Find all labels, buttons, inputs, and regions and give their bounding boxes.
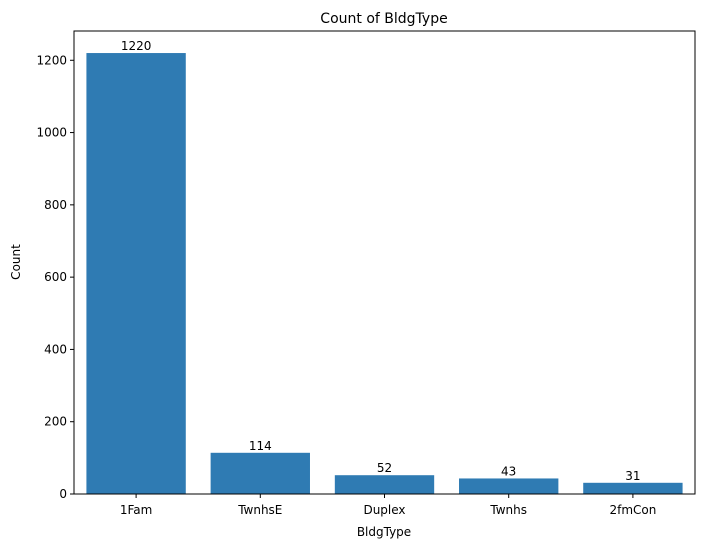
y-tick-label-400: 400 (44, 342, 67, 356)
y-axis: 0 200 400 600 800 1000 1200 (36, 53, 74, 501)
y-tick-label-800: 800 (44, 198, 67, 212)
x-tick-label-1fam: 1Fam (120, 503, 152, 517)
data-label-2fmcon: 31 (625, 469, 640, 483)
bar-1fam (86, 53, 186, 495)
plot-frame (73, 30, 696, 495)
bar-twnhs (459, 478, 559, 494)
x-tick-label-twnhs: Twnhs (489, 503, 527, 517)
y-tick-label-1000: 1000 (36, 126, 67, 140)
y-axis-label: Count (9, 244, 23, 280)
x-axis: 1Fam TwnhsE Duplex Twnhs 2fmCon (120, 494, 656, 517)
data-label-twnhse: 114 (249, 439, 272, 453)
x-tick-label-twnhse: TwnhsE (237, 503, 282, 517)
y-tick-label-0: 0 (59, 487, 67, 501)
data-label-duplex: 52 (377, 461, 392, 475)
data-label-twnhs: 43 (501, 464, 516, 478)
bars-layer: 1220 114 52 43 31 (86, 39, 683, 495)
bar-duplex (334, 475, 435, 494)
bar-2fmcon (583, 482, 683, 494)
x-tick-label-2fmcon: 2fmCon (609, 503, 656, 517)
x-axis-label: BldgType (357, 525, 411, 539)
y-tick-label-200: 200 (44, 415, 67, 429)
bar-twnhse (210, 452, 310, 494)
y-tick-label-600: 600 (44, 270, 67, 284)
data-label-1fam: 1220 (121, 39, 152, 53)
chart-title: Count of BldgType (320, 11, 447, 27)
x-tick-label-duplex: Duplex (363, 503, 405, 517)
y-tick-label-1200: 1200 (36, 53, 67, 67)
